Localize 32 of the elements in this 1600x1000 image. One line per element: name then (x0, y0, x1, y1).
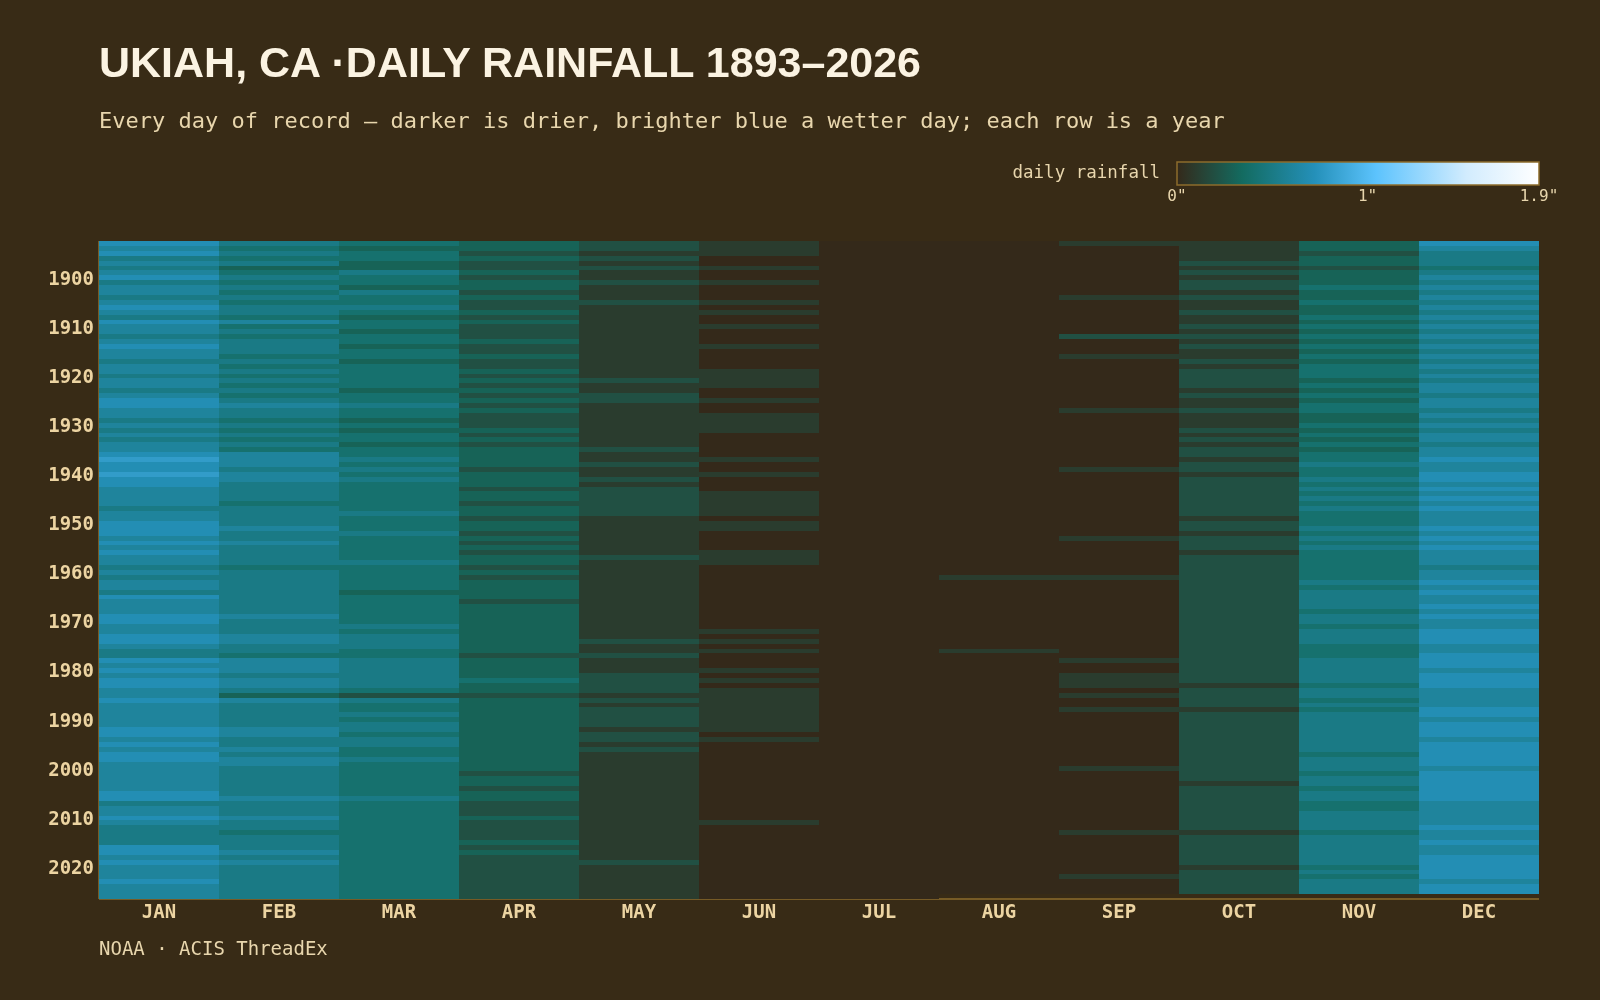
y-tick-label: 1990 (48, 708, 94, 731)
x-tick-label: OCT (1221, 900, 1257, 923)
x-tick-label: JUL (861, 900, 897, 923)
x-tick-label: FEB (261, 900, 297, 923)
x-tick-label: AUG (981, 900, 1017, 923)
color-bar-label: 1" (1357, 186, 1378, 205)
y-tick-label: 1940 (48, 462, 94, 485)
chart-title: UKIAH, CA ·DAILY RAINFALL 1893–2026 (99, 38, 922, 86)
y-tick-label: 1970 (48, 610, 94, 633)
y-tick-label: 1920 (48, 364, 94, 387)
x-tick-label: NOV (1341, 900, 1377, 923)
y-tick-label: 2020 (48, 855, 94, 878)
chart-subtitle: Every day of record — darker is drier, brighter blue a wetter day; each row is a year (99, 108, 1225, 133)
y-tick-label: 1980 (48, 659, 94, 682)
y-tick-label: 2010 (48, 806, 94, 829)
text: NOAA · ACIS ThreadEx (99, 937, 328, 959)
y-tick-label: 1930 (48, 413, 94, 436)
color-bar-label: 0" (1167, 186, 1187, 205)
color-bar-label: 1.9" (1519, 186, 1559, 205)
x-tick-label: DEC (1461, 900, 1497, 923)
x-tick-label: JAN (141, 900, 177, 923)
x-tick-label: SEP (1101, 900, 1137, 923)
y-tick-label: 1950 (48, 512, 94, 535)
x-tick-label: APR (501, 900, 537, 923)
y-tick-label: 1910 (48, 315, 94, 338)
x-tick-label: MAR (381, 900, 417, 923)
y-tick-label: 1960 (48, 561, 94, 584)
color-bar-title: daily rainfall (1012, 162, 1160, 182)
x-tick-label: MAY (621, 900, 657, 923)
y-tick-label: 2000 (48, 757, 94, 780)
x-tick-label: JUN (741, 900, 777, 923)
y-tick-label: 1900 (48, 266, 94, 289)
